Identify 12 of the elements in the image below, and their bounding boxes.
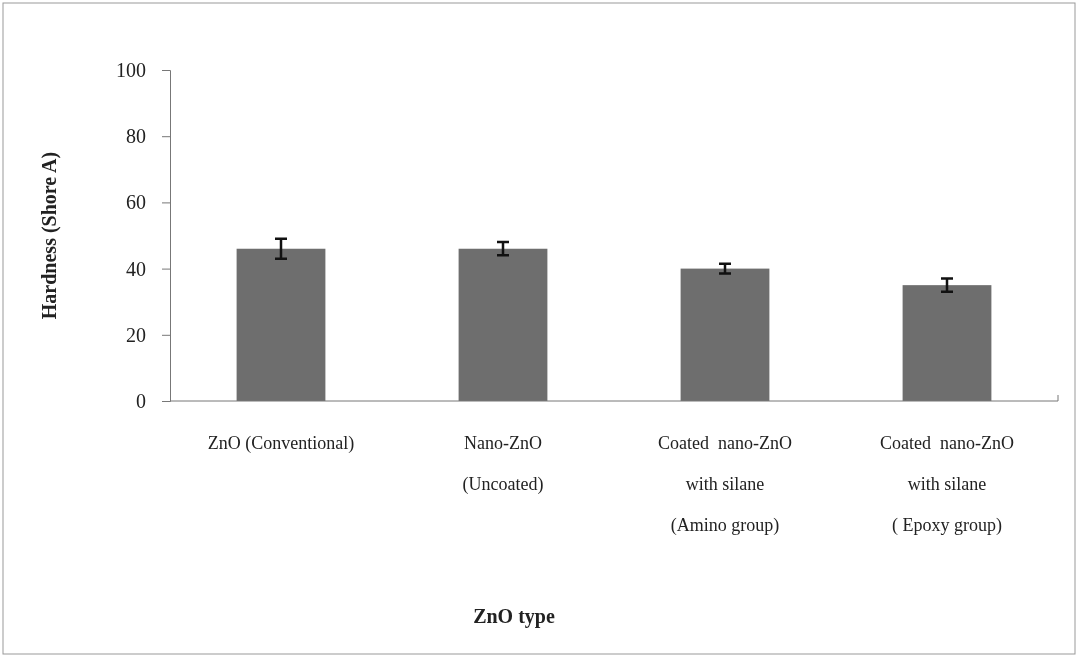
x-tick-label: Coated nano-ZnO with silane ( Epoxy group) <box>880 433 1014 536</box>
x-axis-title: ZnO type <box>473 605 555 628</box>
y-tick-label: 0 <box>136 389 146 412</box>
x-tick-label: Coated nano-ZnO with silane (Amino group) <box>658 433 792 536</box>
y-tick-label: 20 <box>126 323 146 346</box>
y-axis-title: Hardness (Shore A) <box>38 151 61 320</box>
x-tick-label: ZnO (Conventional) <box>207 433 355 454</box>
y-tick-label: 80 <box>126 125 146 148</box>
y-tick-label: 40 <box>126 257 146 280</box>
x-tick-label: Nano-ZnO (Uncoated) <box>462 433 544 495</box>
y-tick-label: 60 <box>126 191 146 214</box>
y-tick-label: 100 <box>116 58 146 81</box>
